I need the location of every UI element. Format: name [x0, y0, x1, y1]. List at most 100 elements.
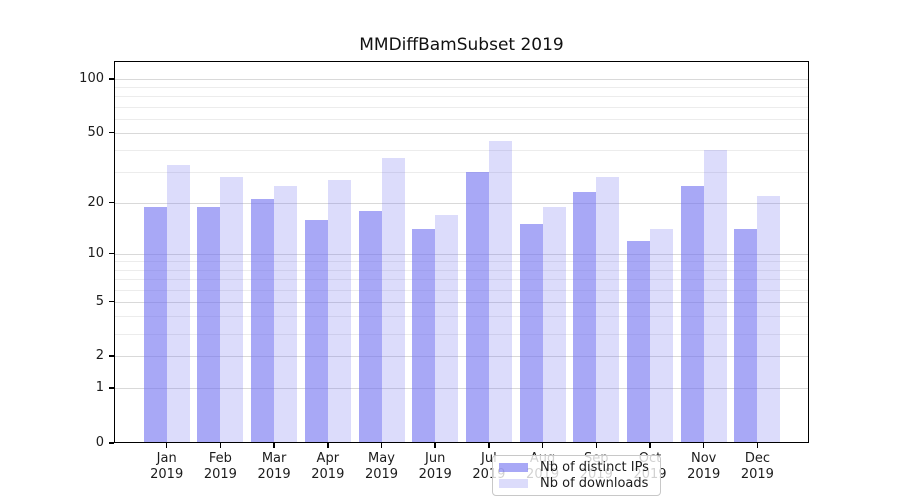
bar-nov-downloads [703, 150, 727, 443]
x-tick-label: Jan 2019 [137, 451, 197, 483]
x-tick-month: Jan [156, 451, 177, 466]
major-gridline [114, 356, 809, 358]
x-tick-mark [434, 443, 436, 448]
plot-area: Nb of distinct IPs Nb of downloads [114, 61, 809, 496]
x-tick-mark [702, 443, 705, 448]
y-tick-mark [109, 78, 114, 80]
y-tick-mark [109, 201, 114, 204]
x-tick-year: 2019 [740, 467, 774, 482]
bar-jul-distinct-ips [465, 172, 489, 443]
major-gridline [114, 79, 809, 80]
minor-gridline [114, 96, 809, 98]
y-tick-label: 50 [87, 124, 104, 140]
x-tick-year: 2019 [418, 467, 452, 482]
minor-gridline [114, 172, 809, 174]
bar-sep-distinct-ips [573, 192, 597, 443]
x-tick-month: May [368, 451, 395, 466]
legend-swatch-downloads [499, 478, 528, 488]
x-tick-month: Dec [744, 451, 770, 466]
x-tick-mark [756, 443, 759, 448]
x-tick-label: Apr 2019 [298, 451, 358, 483]
x-tick-mark [488, 443, 490, 448]
x-tick-label: Nov 2019 [674, 451, 734, 483]
bar-apr-downloads [327, 180, 351, 443]
y-tick-mark [109, 252, 114, 255]
bar-feb-downloads [220, 177, 244, 443]
y-tick-label: 0 [95, 435, 104, 450]
x-tick-year: 2019 [257, 467, 291, 482]
major-gridline [114, 202, 809, 204]
y-tick-label: 10 [87, 245, 104, 261]
minor-gridline [114, 118, 809, 120]
major-gridline [114, 388, 809, 390]
y-tick-label: 5 [95, 293, 104, 309]
bar-may-downloads [381, 158, 405, 443]
x-tick-label: Jun 2019 [405, 451, 465, 483]
x-tick-month: Feb [208, 451, 232, 466]
x-tick-mark [219, 443, 222, 448]
bar-nov-distinct-ips [680, 186, 704, 443]
bar-jun-distinct-ips [412, 229, 436, 443]
major-gridline [114, 301, 809, 303]
x-tick-year: 2019 [364, 467, 399, 482]
bar-jan-downloads [166, 164, 190, 443]
x-tick-year: 2019 [150, 467, 184, 482]
x-tick-mark [273, 443, 275, 448]
legend-label: Nb of distinct IPs [540, 460, 649, 476]
legend-label: Nb of downloads [540, 475, 649, 491]
bar-mar-downloads [274, 186, 298, 443]
minor-gridline [114, 278, 809, 280]
x-tick-label: Dec 2019 [727, 451, 787, 483]
major-gridline [114, 253, 809, 255]
y-tick-label: 100 [79, 71, 104, 86]
x-tick-mark [649, 443, 651, 448]
bar-jan-distinct-ips [143, 206, 167, 443]
bar-oct-distinct-ips [627, 240, 650, 443]
x-tick-label: Feb 2019 [190, 451, 250, 483]
minor-gridline [114, 106, 809, 108]
minor-gridline [114, 333, 809, 335]
minor-gridline [114, 316, 809, 318]
legend-item: Nb of downloads [499, 476, 652, 491]
bar-jul-downloads [488, 141, 512, 443]
y-tick-mark [109, 442, 114, 444]
bar-jun-downloads [435, 215, 459, 443]
minor-gridline [114, 269, 809, 271]
bar-aug-downloads [542, 206, 566, 443]
x-tick-label: May 2019 [352, 451, 412, 483]
x-tick-month: Nov [691, 451, 717, 466]
x-tick-year: 2019 [203, 467, 237, 482]
x-tick-year: 2019 [311, 467, 345, 482]
x-tick-mark [165, 443, 168, 448]
y-tick-mark [109, 300, 114, 303]
x-tick-year: 2019 [687, 467, 721, 482]
minor-gridline [114, 150, 809, 152]
bar-apr-distinct-ips [304, 219, 328, 443]
bar-feb-distinct-ips [197, 206, 221, 443]
y-tick-mark [109, 387, 114, 389]
bar-dec-distinct-ips [734, 229, 758, 443]
x-tick-mark [595, 443, 598, 448]
y-tick-mark [109, 355, 114, 357]
major-gridline [114, 132, 809, 134]
bar-may-distinct-ips [358, 210, 382, 443]
legend-item: Nb of distinct IPs [499, 460, 652, 475]
y-tick-label: 20 [87, 194, 104, 210]
minor-gridline [114, 289, 809, 291]
minor-gridline [114, 261, 809, 263]
x-tick-month: Jun [425, 451, 446, 466]
x-tick-mark [327, 443, 329, 448]
bar-sep-downloads [596, 177, 620, 443]
bar-oct-downloads [650, 229, 673, 443]
x-tick-month: Mar [261, 451, 287, 466]
y-tick-label: 1 [95, 380, 104, 396]
chart-title: MMDiffBamSubset 2019 [359, 35, 564, 55]
bar-aug-distinct-ips [519, 224, 543, 443]
x-tick-month: Apr [316, 451, 340, 466]
x-tick-mark [380, 443, 383, 448]
legend: Nb of distinct IPs Nb of downloads [492, 455, 661, 496]
bar-mar-distinct-ips [251, 199, 275, 443]
x-tick-label: Mar 2019 [244, 451, 304, 483]
legend-swatch-distinct-ips [499, 463, 528, 473]
